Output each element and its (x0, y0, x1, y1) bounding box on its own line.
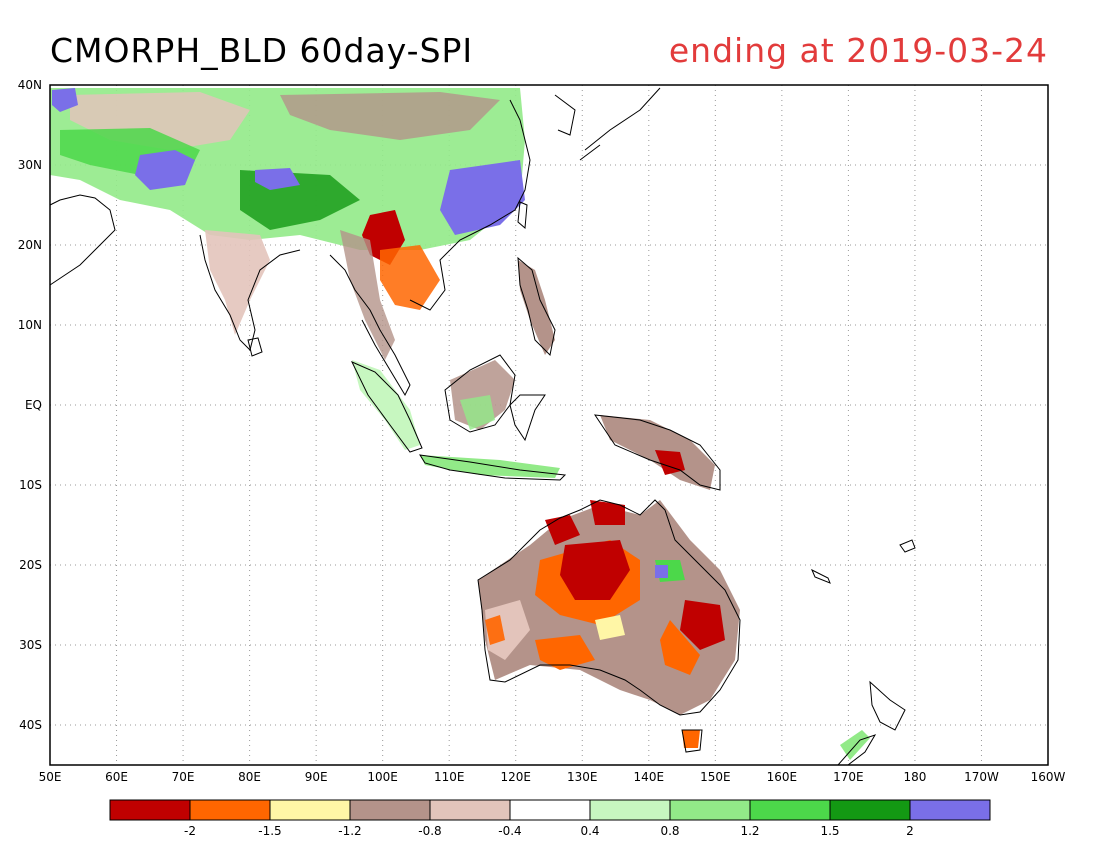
longitude-tick-label: 100E (367, 770, 398, 784)
latitude-tick-label: 30S (19, 638, 42, 652)
longitude-tick-label: 170W (964, 770, 999, 784)
coast-sumatra (350, 361, 423, 453)
colorbar-swatch (509, 799, 591, 821)
coast-sri-lanka (247, 337, 263, 357)
coast-australia (477, 499, 741, 716)
shading-australia-yellow (595, 615, 625, 640)
coastlines (49, 87, 916, 766)
longitude-labels: 50E 60E 70E 80E 90E 100E 110E 120E 130E 140E 150E 1… (39, 770, 1066, 784)
colorbar-swatch (749, 799, 831, 821)
colorbar-tick-label: 1.2 (740, 824, 759, 838)
map-area (49, 84, 1049, 766)
shading-australia-south-orange (535, 635, 595, 670)
coast-fiji (899, 539, 916, 553)
colorbar-swatch (589, 799, 671, 821)
shading-china-brown (280, 92, 500, 140)
coast-new-caledonia (811, 568, 831, 584)
colorbar-swatch (429, 799, 511, 821)
colorbar-tick-label: -0.8 (418, 824, 441, 838)
shading-australia-red-north (545, 515, 580, 545)
longitude-tick-label: 80E (238, 770, 261, 784)
shading-australia-east-orange (660, 620, 700, 675)
latitude-tick-label: 40N (18, 78, 42, 92)
shading-india-brown (205, 230, 270, 335)
shading-sumatra-green (352, 360, 420, 450)
longitude-tick-label: 160W (1031, 770, 1066, 784)
shading-indochina-orange (380, 245, 440, 310)
colorbar-swatch (189, 799, 271, 821)
longitude-tick-label: 130E (567, 770, 598, 784)
colorbar-tick-label: -0.4 (498, 824, 521, 838)
shading-central-purple (255, 168, 300, 190)
colorbar-tick-label: -1.5 (258, 824, 281, 838)
latitude-tick-label: EQ (25, 398, 42, 412)
latitude-tick-label: 10N (18, 318, 42, 332)
map-title: CMORPH_BLD 60day-SPI (50, 31, 473, 70)
longitude-tick-label: 50E (39, 770, 62, 784)
shading-australia-sw-orange (485, 615, 505, 645)
longitude-tick-label: 60E (105, 770, 128, 784)
colorbar-tick-label: 0.4 (580, 824, 599, 838)
coast-new-guinea (593, 414, 721, 491)
longitude-tick-label: 120E (500, 770, 531, 784)
shading-australia-east-red (680, 600, 725, 650)
map-frame (49, 84, 1049, 766)
longitude-tick-label: 160E (767, 770, 798, 784)
coast-java (419, 454, 567, 481)
latitude-tick-label: 20N (18, 238, 42, 252)
latitude-labels: 40N 30N 20N 10N EQ 10S 20S 30S 40S (18, 78, 42, 732)
coast-sulawesi (509, 394, 546, 442)
longitude-tick-label: 180 (903, 770, 926, 784)
longitude-tick-label: 110E (434, 770, 465, 784)
colorbar-tick-label: 0.8 (660, 824, 679, 838)
colorbar-tick-label: -2 (184, 824, 196, 838)
colorbar-swatch (829, 799, 911, 821)
longitude-tick-label: 170E (833, 770, 864, 784)
precipitation-anomaly-shading (50, 88, 870, 760)
coast-tasmania (681, 729, 703, 753)
shading-philippines-brown (518, 260, 555, 355)
shading-borneo-green (460, 395, 495, 430)
coast-japan (579, 87, 661, 161)
coast-indochina (329, 99, 531, 397)
shading-tasmania-orange (682, 730, 700, 748)
shading-australia-red-ne (590, 500, 625, 525)
latitude-tick-label: 30N (18, 158, 42, 172)
shading-nw-purple (52, 88, 78, 112)
colorbar-tick-label: 1.5 (820, 824, 839, 838)
colorbar-swatch (109, 799, 191, 821)
shading-java-green (420, 455, 560, 478)
shading-australia-ne-purple (655, 565, 668, 578)
colorbar-swatch (349, 799, 431, 821)
colorbar-tick-label: 2 (906, 824, 914, 838)
colorbar-swatch (909, 799, 991, 821)
coast-philippines (517, 256, 556, 357)
coast-taiwan (517, 201, 528, 230)
latitude-tick-label: 10S (19, 478, 42, 492)
longitude-tick-label: 70E (172, 770, 195, 784)
colorbar-swatch (269, 799, 351, 821)
shading-tibet-purple (135, 150, 195, 190)
colorbar-swatch (669, 799, 751, 821)
colorbar-legend: -2 -1.5 -1.2 -0.8 -0.4 0.4 0.8 1.2 1.5 2 (109, 799, 991, 838)
longitude-tick-label: 140E (634, 770, 665, 784)
shading-indochina-brown (340, 230, 395, 360)
latitude-tick-label: 40S (19, 718, 42, 732)
map-date-subtitle: ending at 2019-03-24 (669, 31, 1048, 70)
latitude-tick-label: 20S (19, 558, 42, 572)
colorbar-tick-label: -1.2 (338, 824, 361, 838)
longitude-tick-label: 150E (700, 770, 731, 784)
coast-korea (554, 94, 576, 136)
shading-australia-red-center (560, 540, 630, 600)
shading-australia-lightbrown (485, 600, 530, 660)
longitude-tick-label: 90E (305, 770, 328, 784)
